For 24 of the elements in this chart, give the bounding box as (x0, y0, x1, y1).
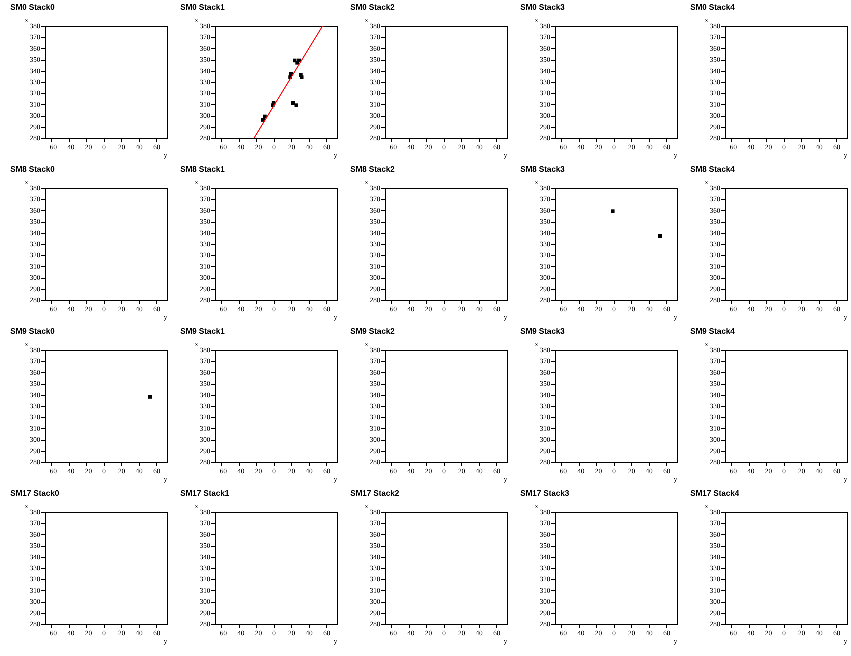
chart-title: SM8 Stack1 (180, 165, 226, 174)
chart-title: SM17 Stack0 (10, 489, 60, 498)
chart-title: SM8 Stack2 (350, 165, 396, 174)
chart-title: SM9 Stack3 (520, 327, 566, 336)
chart-title: SM17 Stack2 (350, 489, 400, 498)
chart-title: SM9 Stack1 (180, 327, 226, 336)
chart-title: SM0 Stack3 (520, 3, 566, 12)
chart-title: SM0 Stack0 (10, 3, 56, 12)
point (294, 104, 298, 108)
chart-title: SM17 Stack4 (690, 489, 740, 498)
point (300, 76, 304, 80)
point (291, 101, 295, 106)
chart-title: SM0 Stack4 (690, 3, 736, 12)
chart-title: SM0 Stack2 (350, 3, 396, 12)
chart-title: SM8 Stack4 (690, 165, 736, 174)
chart-title: SM9 Stack0 (10, 327, 56, 336)
chart-title: SM9 Stack2 (350, 327, 396, 336)
chart-title: SM9 Stack4 (690, 327, 736, 336)
chart-title: SM8 Stack0 (10, 165, 56, 174)
point (263, 114, 267, 119)
chart-title: SM8 Stack3 (520, 165, 566, 174)
chart-title: SM17 Stack3 (520, 489, 570, 498)
chart-title: SM0 Stack1 (180, 3, 226, 12)
chart-title: SM17 Stack1 (180, 489, 230, 498)
